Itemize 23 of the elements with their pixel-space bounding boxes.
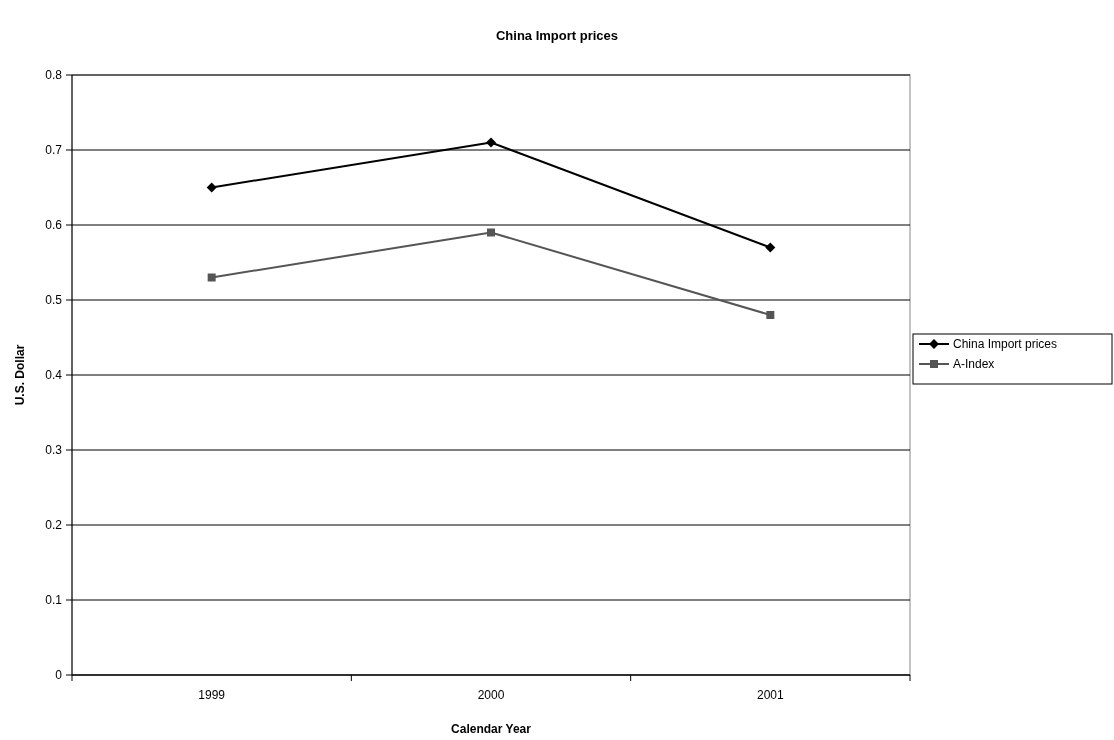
y-tick-label: 0.2 (45, 518, 63, 533)
chart-title: China Import prices (495, 28, 619, 43)
y-tick-label: 0.4 (45, 368, 63, 383)
legend-label: China Import prices (953, 337, 1058, 352)
point (207, 273, 216, 282)
x-tick-label: 2000 (477, 688, 505, 702)
y-tick-label: 0.7 (45, 143, 63, 158)
point (206, 182, 217, 193)
y-tick-label: 0 (55, 668, 63, 683)
point (486, 137, 496, 148)
x-axis-title: Calendar Year (451, 722, 532, 736)
y-tick-label: 0.1 (45, 593, 63, 608)
point (487, 228, 495, 237)
y-tick-label: 0.6 (45, 218, 63, 233)
x-tick-label: 2001 (756, 688, 784, 702)
y-axis-title: U.S. Dollar (13, 344, 27, 406)
legend-label: A-Index (953, 357, 995, 372)
point (766, 311, 775, 319)
y-tick-label: 0.8 (45, 68, 63, 83)
y-tick-label: 0.5 (45, 293, 63, 308)
point (765, 242, 776, 253)
y-tick-label: 0.3 (45, 443, 63, 458)
x-tick-label: 1999 (198, 688, 226, 702)
